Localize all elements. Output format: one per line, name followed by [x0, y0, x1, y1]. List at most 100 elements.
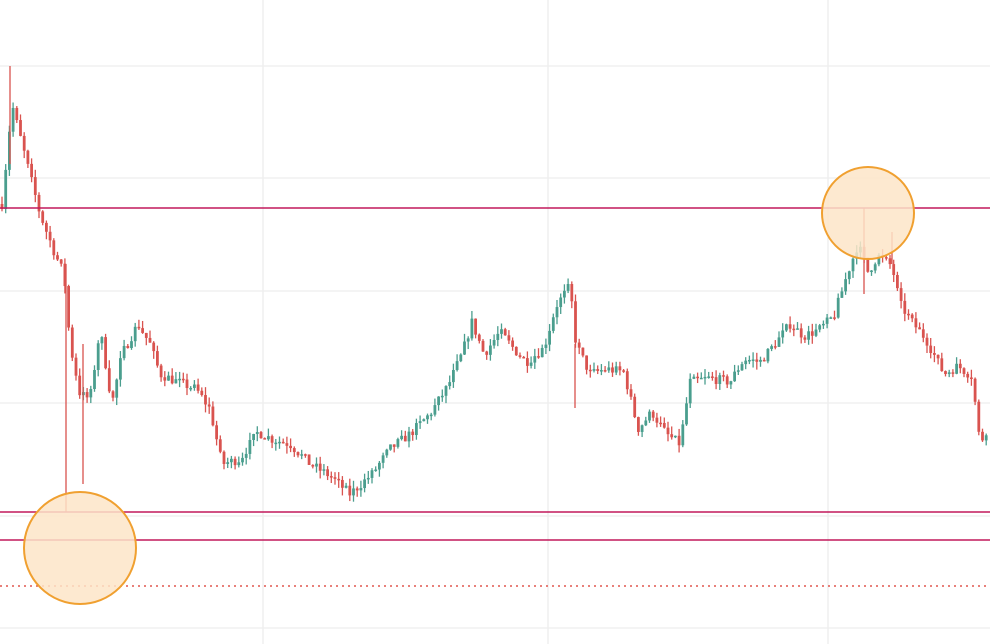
candle-up — [385, 449, 389, 456]
candle-up — [193, 384, 196, 388]
candle-down — [866, 257, 870, 272]
candle-up — [255, 432, 259, 435]
candle-up — [315, 463, 318, 467]
candle-down — [222, 451, 226, 464]
candle-down — [725, 376, 729, 385]
candle-down — [903, 300, 907, 314]
candle-down — [259, 432, 263, 439]
candle-up — [344, 485, 348, 488]
candle-down — [762, 359, 766, 362]
candle-down — [581, 347, 585, 356]
candle-down — [570, 284, 574, 302]
candle-down — [958, 363, 962, 369]
candle-up — [455, 361, 459, 370]
candle-down — [289, 445, 292, 449]
candle-down — [970, 377, 973, 379]
candle-up — [748, 359, 751, 362]
candle-down — [348, 485, 352, 496]
candle-down — [0, 204, 4, 209]
candle-up — [818, 325, 822, 330]
candle-up — [829, 317, 833, 319]
candle-down — [477, 334, 481, 341]
candle-up — [822, 323, 825, 326]
candle-down — [45, 222, 48, 232]
candle-down — [204, 395, 207, 405]
low-marker — [23, 491, 137, 605]
candle-down — [981, 431, 984, 441]
candle-down — [67, 286, 70, 328]
candle-up — [873, 264, 877, 271]
candle-down — [41, 211, 45, 223]
candle-up — [422, 419, 426, 422]
candle-down — [921, 329, 925, 338]
candle-up — [452, 369, 455, 383]
candle-down — [148, 337, 152, 343]
candle-down — [588, 369, 592, 372]
candle-down — [574, 301, 577, 343]
candle-down — [78, 375, 82, 396]
candle-down — [884, 257, 888, 259]
candle-up — [807, 331, 810, 340]
candle-down — [722, 375, 725, 377]
candle-down — [711, 376, 714, 378]
candle-down — [281, 441, 285, 444]
candle-down — [888, 258, 892, 265]
candle-up — [226, 462, 230, 464]
candle-up — [640, 425, 644, 432]
levels-layer — [0, 207, 990, 587]
candle-up — [796, 328, 799, 330]
candle-up — [463, 341, 466, 355]
candle-up — [718, 375, 722, 384]
candle-up — [492, 340, 496, 346]
candle-down — [585, 355, 588, 370]
candle-down — [914, 318, 918, 328]
candle-up — [548, 330, 551, 345]
candle-up — [274, 442, 278, 445]
candle-up — [444, 386, 448, 396]
high-marker — [821, 166, 915, 260]
candle-up — [744, 360, 748, 365]
candle-down — [70, 327, 74, 358]
candle-up — [178, 378, 181, 381]
candle-down — [144, 332, 148, 338]
candle-up — [844, 279, 847, 292]
candle-up — [781, 330, 785, 338]
candle-up — [363, 479, 366, 489]
candle-up — [400, 435, 403, 440]
candle-up — [740, 364, 744, 371]
candle-down — [977, 401, 981, 432]
candle-up — [500, 329, 503, 334]
candle-down — [196, 384, 200, 391]
candle-down — [22, 135, 26, 151]
candle-up — [707, 376, 711, 378]
candle-down — [411, 431, 415, 436]
candle-down — [170, 375, 174, 384]
candle-up — [766, 348, 770, 362]
candle-up — [770, 346, 773, 349]
candle-up — [189, 387, 193, 390]
candle-up — [466, 338, 470, 342]
candle-down — [111, 391, 115, 398]
candle-down — [936, 354, 940, 359]
candle-down — [896, 275, 899, 289]
candle-up — [374, 469, 378, 472]
candle-up — [459, 354, 463, 362]
candle-down — [33, 177, 37, 195]
candle-up — [267, 436, 270, 440]
candle-up — [703, 376, 707, 379]
candle-down — [833, 317, 836, 319]
candle-up — [566, 284, 570, 291]
candle-down — [899, 288, 903, 301]
candle-up — [751, 359, 755, 361]
candle-up — [437, 396, 440, 406]
candle-down — [137, 326, 141, 329]
candle-up — [825, 317, 829, 324]
candle-up — [244, 453, 248, 458]
candle-up — [352, 488, 355, 496]
candle-up — [544, 344, 548, 348]
candle-up — [426, 415, 429, 420]
candle-down — [19, 120, 22, 136]
candle-up — [167, 375, 170, 381]
